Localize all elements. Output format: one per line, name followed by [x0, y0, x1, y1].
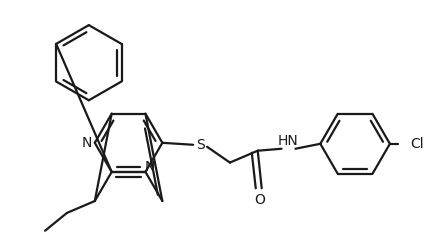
Text: O: O	[254, 193, 265, 207]
Text: Cl: Cl	[410, 137, 424, 151]
Text: N: N	[82, 136, 92, 150]
Text: S: S	[196, 138, 204, 152]
Text: N: N	[144, 160, 155, 174]
Text: HN: HN	[277, 134, 298, 148]
